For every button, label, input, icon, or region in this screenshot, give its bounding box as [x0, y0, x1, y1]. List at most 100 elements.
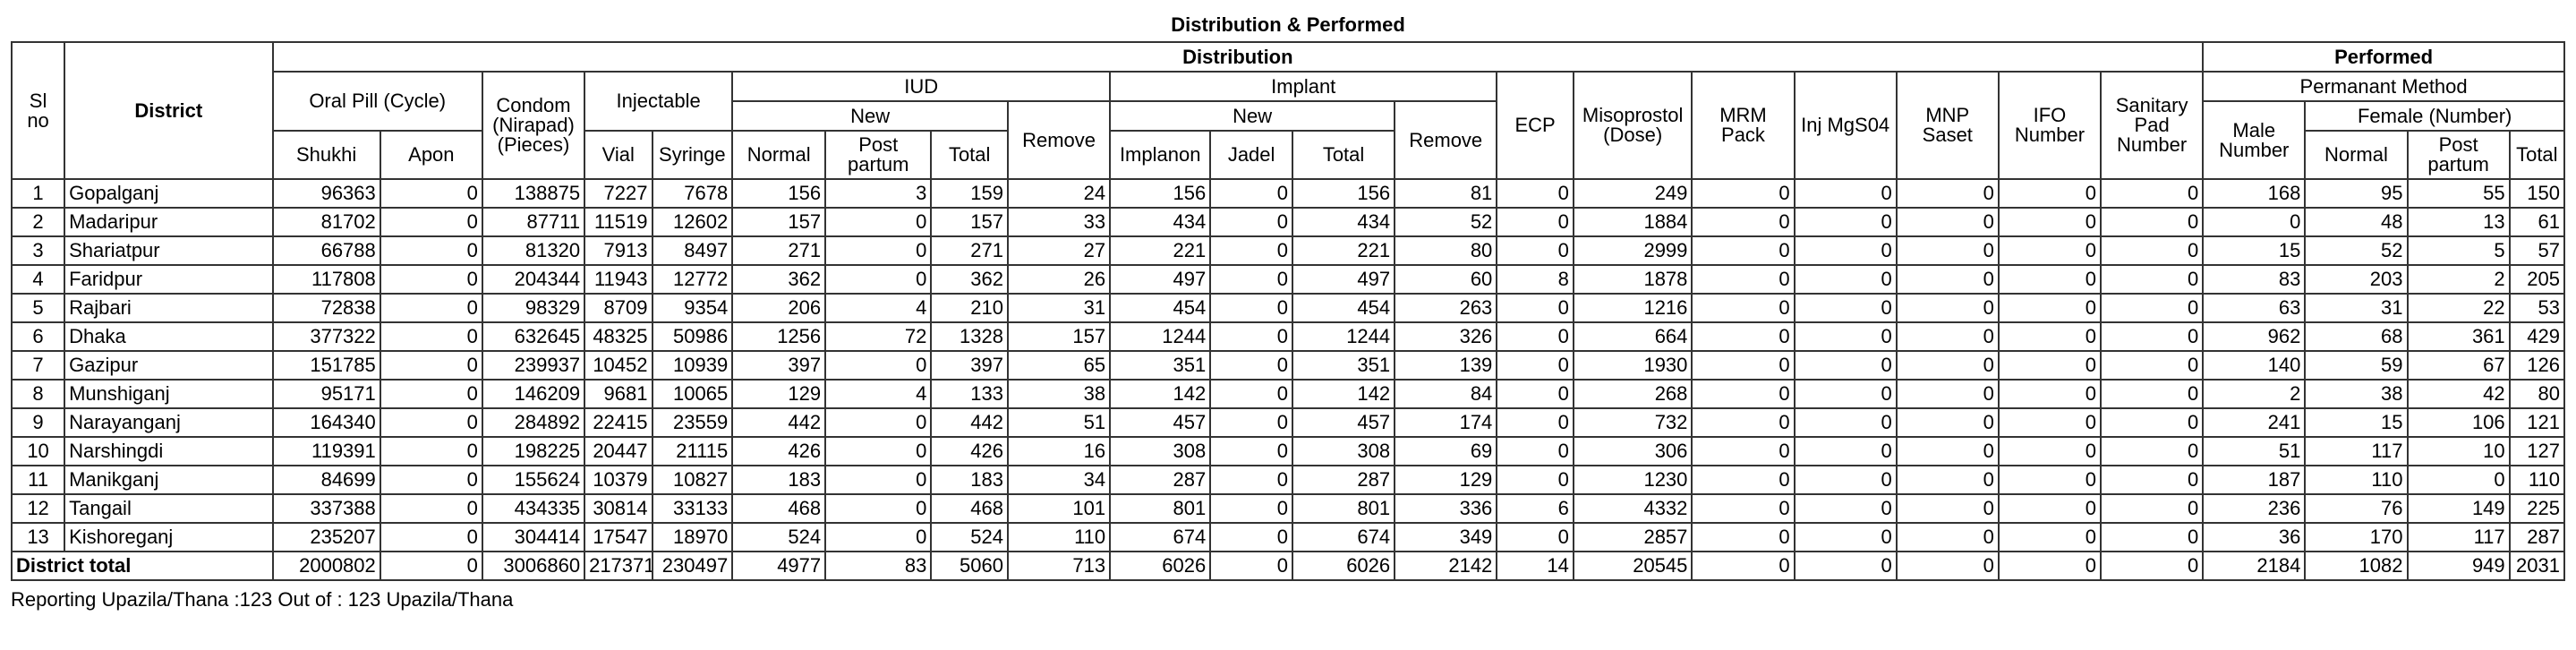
cell-value: 0 — [1895, 350, 2000, 381]
cell-value: 674 — [1109, 522, 1212, 552]
cell-sl-no: 4 — [10, 264, 66, 295]
cell-value: 0 — [824, 436, 933, 466]
cell-sl-no: 12 — [10, 493, 66, 524]
cell-value: 80 — [1394, 235, 1498, 266]
cell-value: 76 — [2304, 493, 2409, 524]
total-value: 6026 — [1109, 551, 1212, 581]
cell-value: 72838 — [271, 293, 381, 323]
cell-district: Faridpur — [64, 264, 274, 295]
cell-value: 0 — [1496, 207, 1574, 237]
total-row: District total 2000802 0 3006860 217371 23049… — [11, 551, 2566, 581]
cell-value: 0 — [1691, 350, 1796, 381]
cell-value: 7678 — [651, 178, 734, 209]
header-iud-normal: Normal — [731, 130, 827, 180]
header-jadel: Jadel — [1209, 130, 1293, 180]
total-value: 0 — [1209, 551, 1293, 581]
cell-value: 5 — [2406, 235, 2511, 266]
cell-value: 0 — [1209, 321, 1293, 352]
cell-value: 15 — [2304, 407, 2409, 438]
cell-value: 524 — [930, 522, 1009, 552]
cell-value: 80 — [2508, 379, 2566, 409]
cell-value: 0 — [1895, 407, 2000, 438]
cell-district: Rajbari — [64, 293, 274, 323]
header-row-2: Oral Pill (Cycle) Condom (Nirapad) (Piec… — [12, 71, 2565, 180]
cell-value: 0 — [1793, 407, 1898, 438]
cell-value: 0 — [379, 522, 483, 552]
cell-value: 0 — [1209, 465, 1293, 495]
cell-value: 65 — [1006, 350, 1112, 381]
cell-value: 0 — [1997, 293, 2103, 323]
cell-value: 1244 — [1109, 321, 1212, 352]
header-iud-total: Total — [930, 130, 1009, 180]
cell-value: 55 — [2406, 178, 2511, 209]
cell-value: 126 — [2508, 350, 2566, 381]
cell-value: 4 — [824, 293, 933, 323]
cell-value: 0 — [1209, 407, 1293, 438]
table-body: 1 Gopalganj 96363 0 138875 7227 7678 156 3 159 24 1… — [10, 178, 2566, 581]
cell-value: 61 — [2508, 207, 2566, 237]
cell-value: 84 — [1394, 379, 1498, 409]
total-value: 20545 — [1572, 551, 1693, 581]
cell-value: 632645 — [481, 321, 586, 352]
cell-value: 53 — [2508, 293, 2566, 323]
cell-value: 129 — [731, 379, 827, 409]
cell-value: 3 — [824, 178, 933, 209]
cell-value: 0 — [1895, 178, 2000, 209]
cell-value: 138875 — [481, 178, 586, 209]
cell-value: 210 — [930, 293, 1009, 323]
cell-value: 0 — [379, 207, 483, 237]
cell-value: 204344 — [481, 264, 586, 295]
cell-value: 0 — [1997, 207, 2103, 237]
cell-value: 0 — [1209, 207, 1293, 237]
cell-value: 0 — [1209, 264, 1293, 295]
header-implant: Implant — [1109, 71, 1498, 102]
header-condom: Condom (Nirapad) (Pieces) — [481, 71, 586, 180]
cell-district: Gazipur — [64, 350, 274, 381]
cell-value: 308 — [1291, 436, 1396, 466]
cell-value: 0 — [1793, 321, 1898, 352]
cell-value: 10065 — [651, 379, 734, 409]
cell-value: 60 — [1394, 264, 1498, 295]
cell-value: 68 — [2304, 321, 2409, 352]
cell-value: 0 — [379, 321, 483, 352]
cell-value: 468 — [930, 493, 1009, 524]
total-value: 5060 — [930, 551, 1009, 581]
cell-sl-no: 9 — [10, 407, 66, 438]
total-value: 0 — [2100, 551, 2205, 581]
cell-sl-no: 3 — [10, 235, 66, 266]
cell-value: 524 — [731, 522, 827, 552]
report-container: Distribution & Performed Sl no District … — [10, 9, 2566, 613]
cell-value: 142 — [1109, 379, 1212, 409]
cell-value: 48 — [2304, 207, 2409, 237]
table-row: 5 Rajbari 72838 0 98329 8709 9354 206 4 210 31 454 0… — [10, 293, 2566, 323]
cell-value: 0 — [1895, 264, 2000, 295]
cell-district: Shariatpur — [64, 235, 274, 266]
cell-value: 0 — [379, 178, 483, 209]
cell-value: 0 — [824, 407, 933, 438]
cell-value: 0 — [1209, 350, 1293, 381]
cell-value: 0 — [2406, 465, 2511, 495]
cell-district: Kishoreganj — [64, 522, 274, 552]
cell-value: 442 — [930, 407, 1009, 438]
cell-district: Gopalganj — [64, 178, 274, 209]
cell-value: 42 — [2406, 379, 2511, 409]
cell-value: 497 — [1291, 264, 1396, 295]
cell-value: 0 — [379, 350, 483, 381]
cell-value: 0 — [1895, 235, 2000, 266]
cell-value: 434335 — [481, 493, 586, 524]
cell-value: 67 — [2406, 350, 2511, 381]
total-value: 83 — [824, 551, 933, 581]
cell-value: 12602 — [651, 207, 734, 237]
cell-value: 11943 — [584, 264, 653, 295]
header-mnp-saset: MNP Saset — [1895, 71, 2000, 180]
header-sl-no: Sl no — [10, 41, 66, 180]
total-value: 0 — [1895, 551, 2000, 581]
cell-value: 0 — [2100, 178, 2205, 209]
cell-value: 0 — [1496, 407, 1574, 438]
cell-value: 0 — [1793, 207, 1898, 237]
cell-value: 0 — [2202, 207, 2307, 237]
header-inj-mgso4: Inj MgS04 — [1793, 71, 1898, 180]
table-row: 9 Narayanganj 164340 0 284892 22415 23559 442 0 4… — [10, 407, 2566, 438]
cell-value: 0 — [2100, 522, 2205, 552]
table-row: 12 Tangail 337388 0 434335 30814 33133 468 0 468 1… — [10, 493, 2566, 524]
